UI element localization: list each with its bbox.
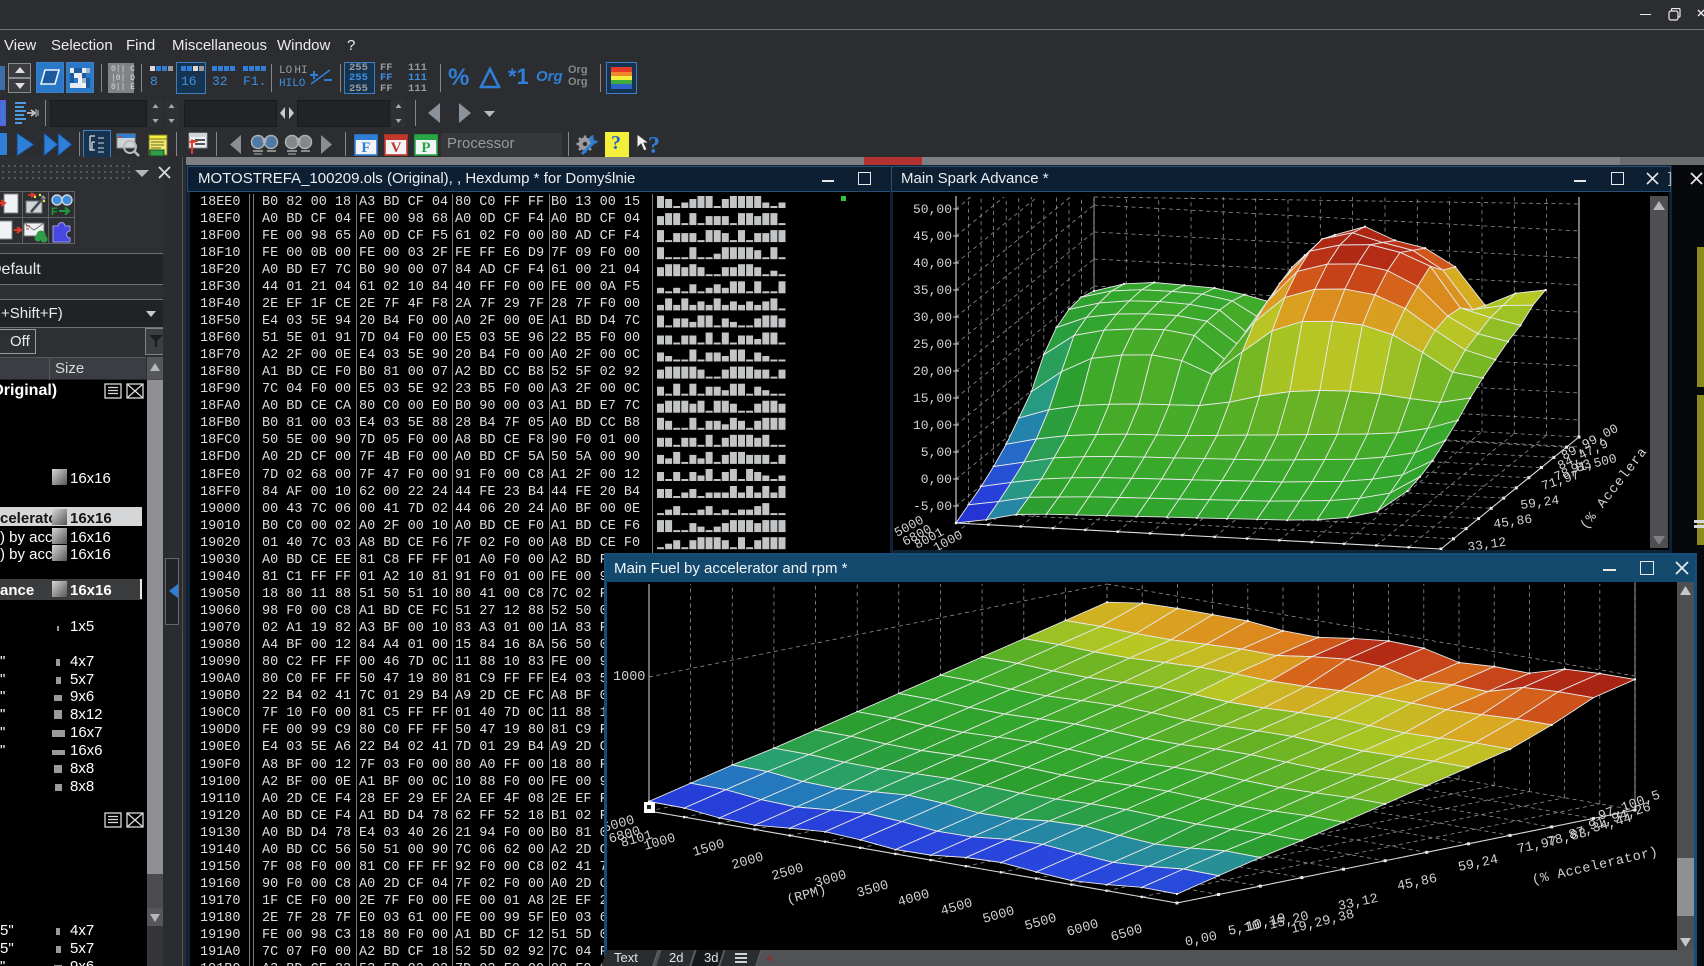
svg-text:6500: 6500 [1109,922,1144,945]
svg-text:59,24: 59,24 [1457,853,1500,876]
svg-text:45,86: 45,86 [1396,872,1439,895]
svg-text:45,86: 45,86 [1492,512,1533,532]
svg-text:5,10: 5,10 [1227,918,1262,939]
svg-text:4500: 4500 [939,896,974,919]
svg-text:P: P [421,140,430,156]
svg-text:F: F [361,140,370,156]
svg-text:F: F [51,206,58,217]
svg-text:(% Accelerator): (% Accelerator) [1531,845,1660,889]
svg-text:2500: 2500 [770,861,805,884]
svg-text:1500: 1500 [691,837,726,860]
svg-text:33,12: 33,12 [1337,892,1380,915]
svg-text:2000: 2000 [730,850,765,873]
svg-text:V: V [391,140,402,156]
svg-text:5000: 5000 [981,904,1016,927]
svg-text:(RPM): (RPM) [785,883,828,909]
svg-text:0,00: 0,00 [1184,929,1219,950]
svg-text:59,24: 59,24 [1519,493,1560,513]
svg-text:33,12: 33,12 [1466,535,1507,550]
svg-text:5500: 5500 [1023,911,1058,934]
svg-text:?: ? [648,133,660,158]
svg-text:3500: 3500 [855,878,890,901]
svg-text:6000: 6000 [1065,917,1100,940]
svg-text:4000: 4000 [896,887,931,910]
